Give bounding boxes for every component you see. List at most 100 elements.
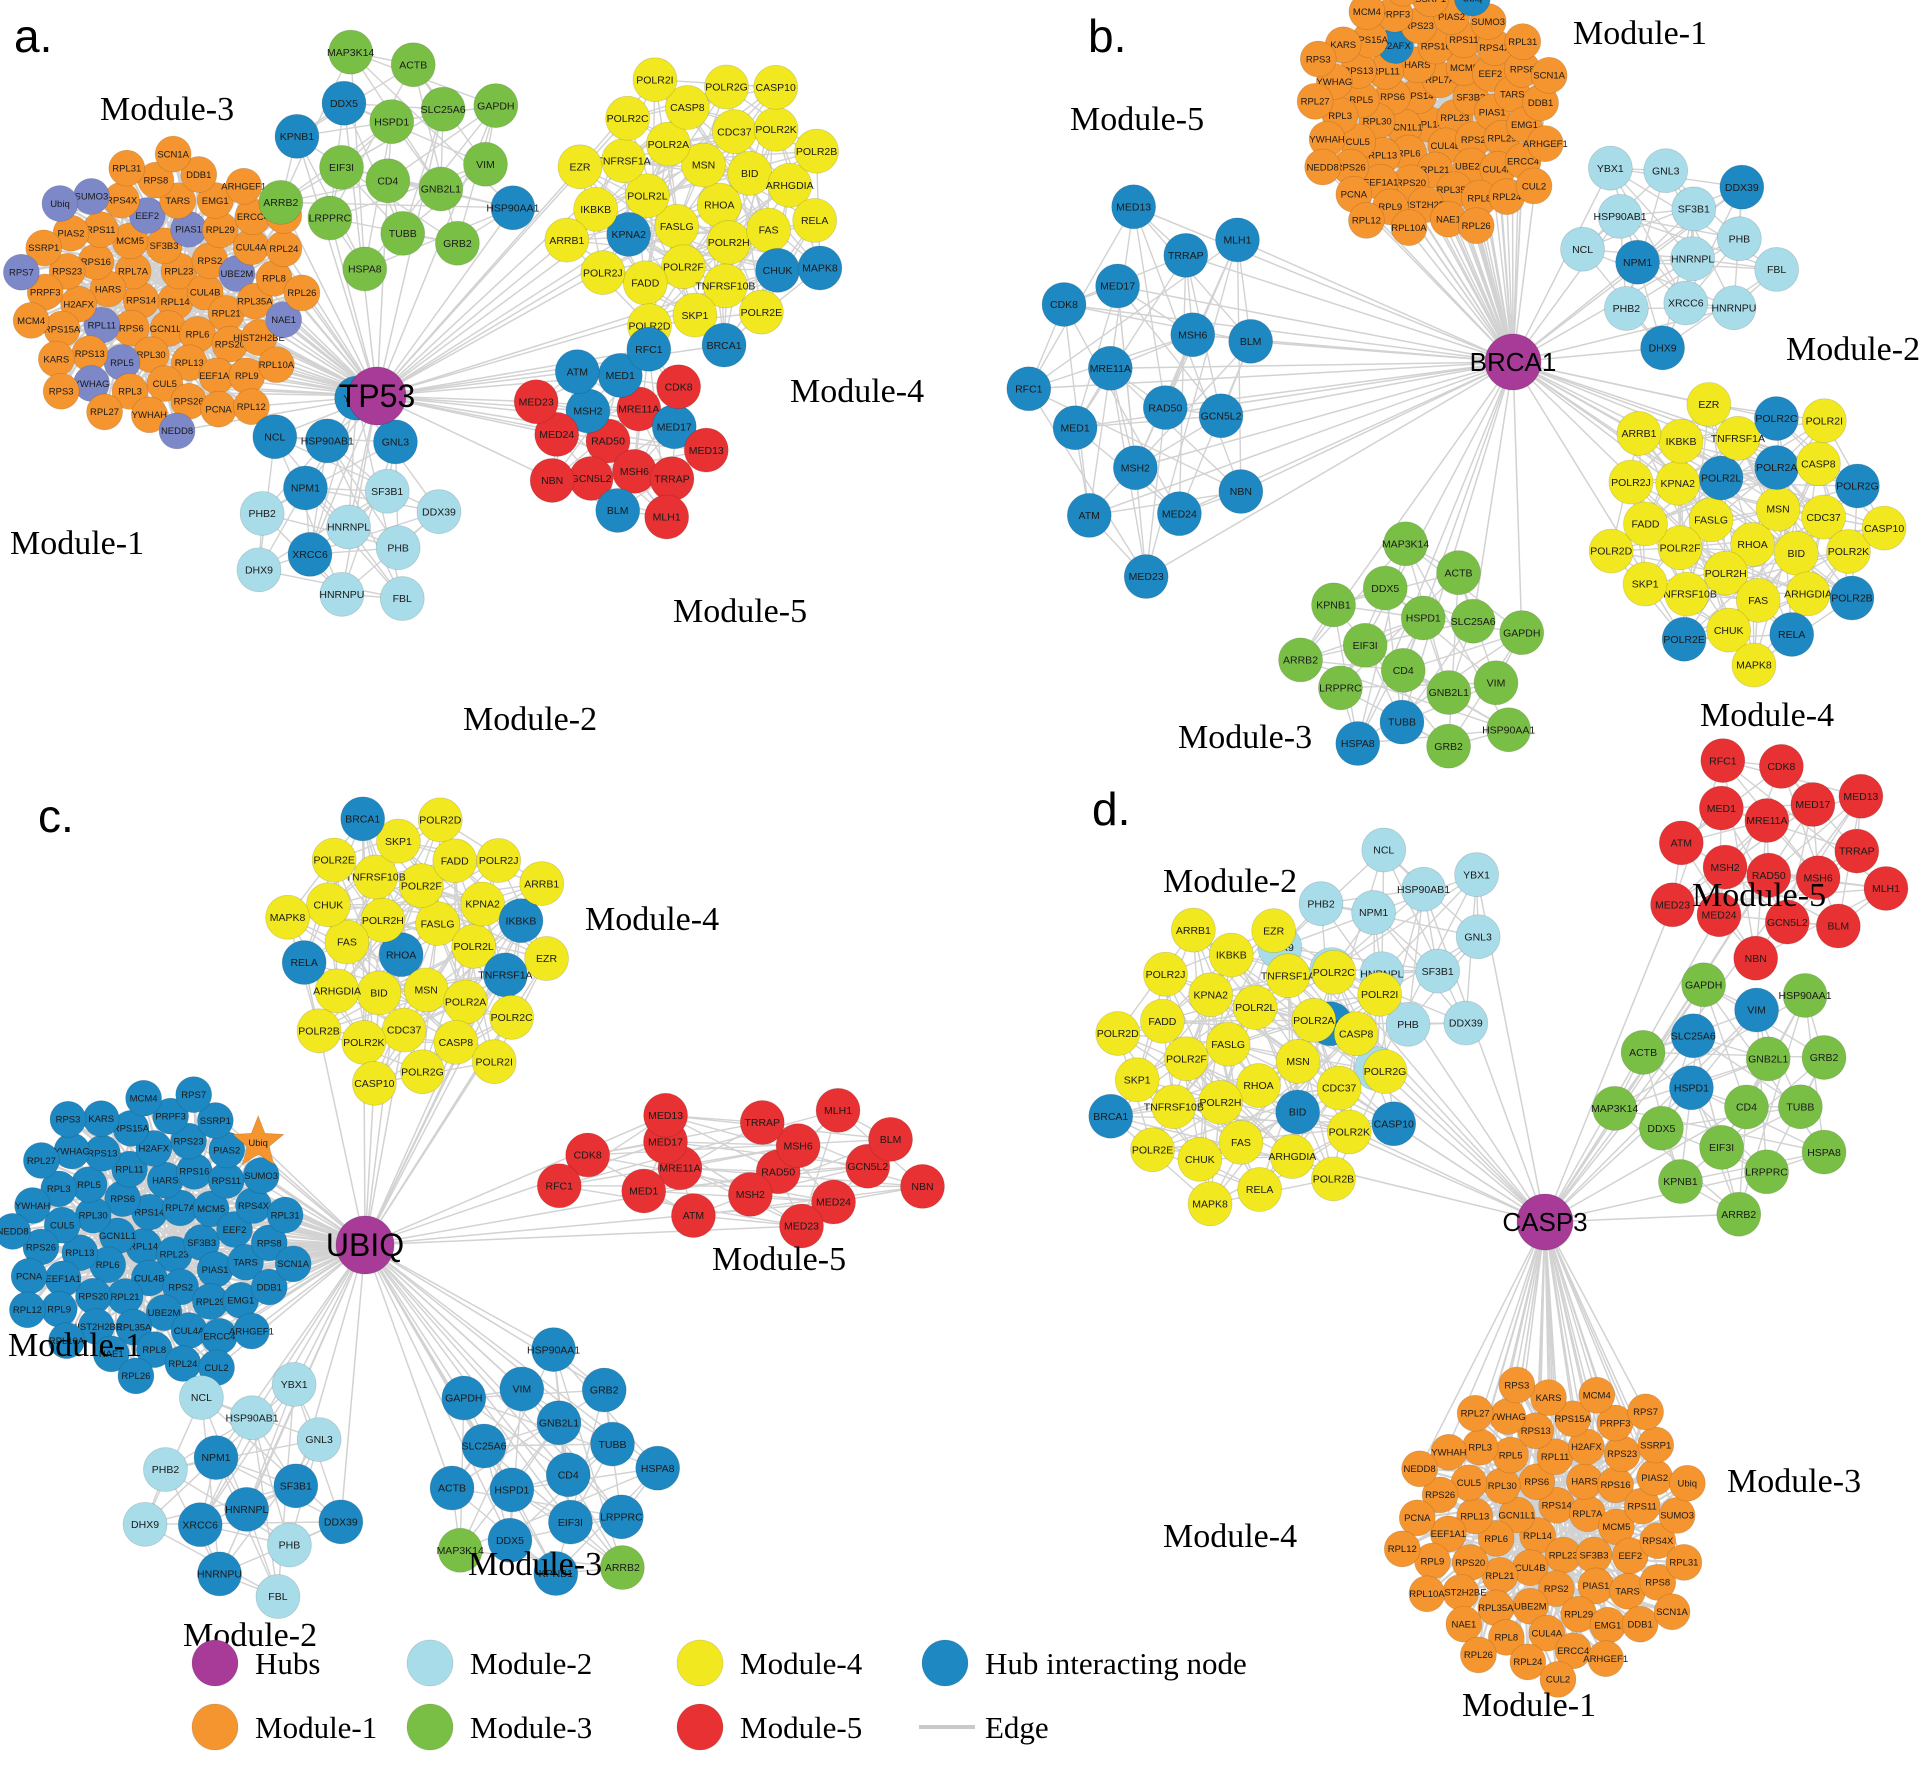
node-RPS3[interactable]: RPS3 xyxy=(1498,1366,1536,1404)
node-NCL[interactable]: NCL xyxy=(1560,226,1605,272)
node-SCN1A[interactable]: SCN1A xyxy=(154,135,192,173)
node-RPL12[interactable]: RPL12 xyxy=(1348,202,1385,239)
node-RFC1[interactable]: RFC1 xyxy=(1006,366,1052,412)
node-RPL12[interactable]: RPL12 xyxy=(1383,1530,1421,1568)
node-RFC1[interactable]: RFC1 xyxy=(626,326,672,372)
node-PHB2[interactable]: PHB2 xyxy=(1604,286,1649,331)
node-RPL31[interactable]: RPL31 xyxy=(1504,23,1542,60)
node-CD4[interactable]: CD4 xyxy=(1724,1084,1769,1130)
node-PCNA[interactable]: PCNA xyxy=(200,390,237,428)
node-DDX39[interactable]: DDX39 xyxy=(1719,164,1765,210)
node-GNB2L1[interactable]: GNB2L1 xyxy=(536,1400,582,1446)
node-MLH1[interactable]: MLH1 xyxy=(1863,866,1909,911)
node-POLR2C[interactable]: POLR2C xyxy=(489,995,535,1040)
node-CDC37[interactable]: CDC37 xyxy=(1316,1065,1362,1111)
node-SUMO3[interactable]: SUMO3 xyxy=(73,178,110,215)
node-POLR2F[interactable]: POLR2F xyxy=(1164,1036,1209,1082)
node-POLR2K[interactable]: POLR2K xyxy=(753,106,799,152)
node-SCN1A[interactable]: SCN1A xyxy=(1653,1593,1691,1631)
node-NEDD8[interactable]: NEDD8 xyxy=(158,412,196,450)
node-NCL[interactable]: NCL xyxy=(1361,827,1407,873)
node-BRCA1[interactable]: BRCA1 xyxy=(1088,1093,1134,1139)
node-POLR2L[interactable]: POLR2L xyxy=(1232,985,1278,1030)
node-NBN[interactable]: NBN xyxy=(529,458,575,503)
node-KPNA2[interactable]: KPNA2 xyxy=(460,881,505,927)
node-EIF3I[interactable]: EIF3I xyxy=(319,144,364,190)
node-ACTB[interactable]: ACTB xyxy=(390,42,436,88)
node-BLM[interactable]: BLM xyxy=(868,1116,913,1162)
node-RELA[interactable]: RELA xyxy=(1237,1167,1282,1212)
node-POLR2B[interactable]: POLR2B xyxy=(794,128,839,174)
node-PIAS1[interactable]: PIAS1 xyxy=(196,1251,234,1288)
node-KARS[interactable]: KARS xyxy=(1530,1379,1567,1416)
node-FAS[interactable]: FAS xyxy=(746,207,791,253)
node-MSH6[interactable]: MSH6 xyxy=(1170,312,1216,358)
node-HSP90AA1[interactable]: HSP90AA1 xyxy=(1482,707,1535,753)
node-PIAS2[interactable]: PIAS2 xyxy=(1636,1459,1674,1496)
node-POLR2G[interactable]: POLR2G xyxy=(1835,463,1880,509)
node-YBX1[interactable]: YBX1 xyxy=(1454,852,1499,897)
node-RELA[interactable]: RELA xyxy=(281,940,327,985)
node-RPS3[interactable]: RPS3 xyxy=(42,372,80,410)
node-TRRAP[interactable]: TRRAP xyxy=(1834,828,1880,874)
node-FADD[interactable]: FADD xyxy=(1140,998,1185,1044)
node-CASP8[interactable]: CASP8 xyxy=(1796,441,1841,487)
node-SKP1[interactable]: SKP1 xyxy=(1622,561,1668,607)
node-NBN[interactable]: NBN xyxy=(900,1164,945,1209)
node-CASP10[interactable]: CASP10 xyxy=(1861,505,1907,551)
node-HNRNPL[interactable]: HNRNPL xyxy=(224,1487,270,1532)
node-RPS7[interactable]: RPS7 xyxy=(1385,0,1421,7)
node-SF3B1[interactable]: SF3B1 xyxy=(1415,948,1461,994)
node-RPL24[interactable]: RPL24 xyxy=(265,230,303,268)
node-RPS23[interactable]: RPS23 xyxy=(1603,1435,1641,1473)
node-MED23[interactable]: MED23 xyxy=(1650,882,1695,928)
node-ARRB1[interactable]: ARRB1 xyxy=(544,217,590,263)
node-RPL31[interactable]: RPL31 xyxy=(108,149,146,187)
node-MAPK8[interactable]: MAPK8 xyxy=(1731,642,1777,688)
node-MAP3K14[interactable]: MAP3K14 xyxy=(1382,521,1429,567)
node-ATM[interactable]: ATM xyxy=(554,349,600,395)
node-TRRAP[interactable]: TRRAP xyxy=(649,456,695,502)
node-POLR2J[interactable]: POLR2J xyxy=(1143,951,1188,997)
node-HSPA8[interactable]: HSPA8 xyxy=(1801,1129,1847,1175)
node-GNL3[interactable]: GNL3 xyxy=(373,419,418,465)
node-NEDD8[interactable]: NEDD8 xyxy=(1304,148,1342,186)
node-SF3B1[interactable]: SF3B1 xyxy=(273,1463,319,1509)
node-SKP1[interactable]: SKP1 xyxy=(1114,1057,1160,1103)
node-BID[interactable]: BID xyxy=(727,151,773,196)
node-POLR2D[interactable]: POLR2D xyxy=(1095,1011,1141,1056)
node-GRB2[interactable]: GRB2 xyxy=(435,220,480,266)
node-DDX39[interactable]: DDX39 xyxy=(318,1499,364,1545)
node-VIM[interactable]: VIM xyxy=(463,141,508,187)
node-PCNA[interactable]: PCNA xyxy=(1398,1499,1436,1537)
node-POLR2A[interactable]: POLR2A xyxy=(443,979,488,1025)
node-MSN[interactable]: MSN xyxy=(403,967,449,1013)
node-RPS3[interactable]: RPS3 xyxy=(49,1100,87,1138)
node-EZR[interactable]: EZR xyxy=(524,936,569,981)
node-POLR2I[interactable]: POLR2I xyxy=(1357,971,1403,1017)
node-GNB2L1[interactable]: GNB2L1 xyxy=(418,166,464,212)
node-CHUK[interactable]: CHUK xyxy=(306,882,351,928)
node-SF3B1[interactable]: SF3B1 xyxy=(1671,186,1717,232)
node-POLR2H[interactable]: POLR2H xyxy=(706,220,752,265)
node-ERCC4[interactable]: ERCC4 xyxy=(200,1317,238,1355)
node-EIF3I[interactable]: EIF3I xyxy=(548,1499,593,1545)
node-RPS7[interactable]: RPS7 xyxy=(3,253,40,291)
node-BID[interactable]: BID xyxy=(1275,1089,1321,1135)
node-HNRNPL[interactable]: HNRNPL xyxy=(326,504,371,550)
node-BLM[interactable]: BLM xyxy=(1228,318,1273,364)
node-RHOA[interactable]: RHOA xyxy=(1236,1063,1281,1108)
node-RPL30[interactable]: RPL30 xyxy=(74,1196,112,1234)
node-CDK8[interactable]: CDK8 xyxy=(1758,744,1804,789)
node-GAPDH[interactable]: GAPDH xyxy=(441,1375,487,1421)
node-POLR2H[interactable]: POLR2H xyxy=(1198,1080,1243,1125)
node-TUBB[interactable]: TUBB xyxy=(590,1421,635,1467)
node-KPNA2[interactable]: KPNA2 xyxy=(1188,972,1234,1018)
node-Ubiq[interactable]: Ubiq xyxy=(41,185,79,222)
node-CD4[interactable]: CD4 xyxy=(365,158,411,204)
node-KPNB1[interactable]: KPNB1 xyxy=(1658,1159,1703,1204)
node-EIF3I[interactable]: EIF3I xyxy=(1342,622,1388,668)
node-ARRB1[interactable]: ARRB1 xyxy=(1616,411,1662,456)
node-CASP10[interactable]: CASP10 xyxy=(352,1060,397,1106)
node-MED13[interactable]: MED13 xyxy=(1111,184,1156,230)
